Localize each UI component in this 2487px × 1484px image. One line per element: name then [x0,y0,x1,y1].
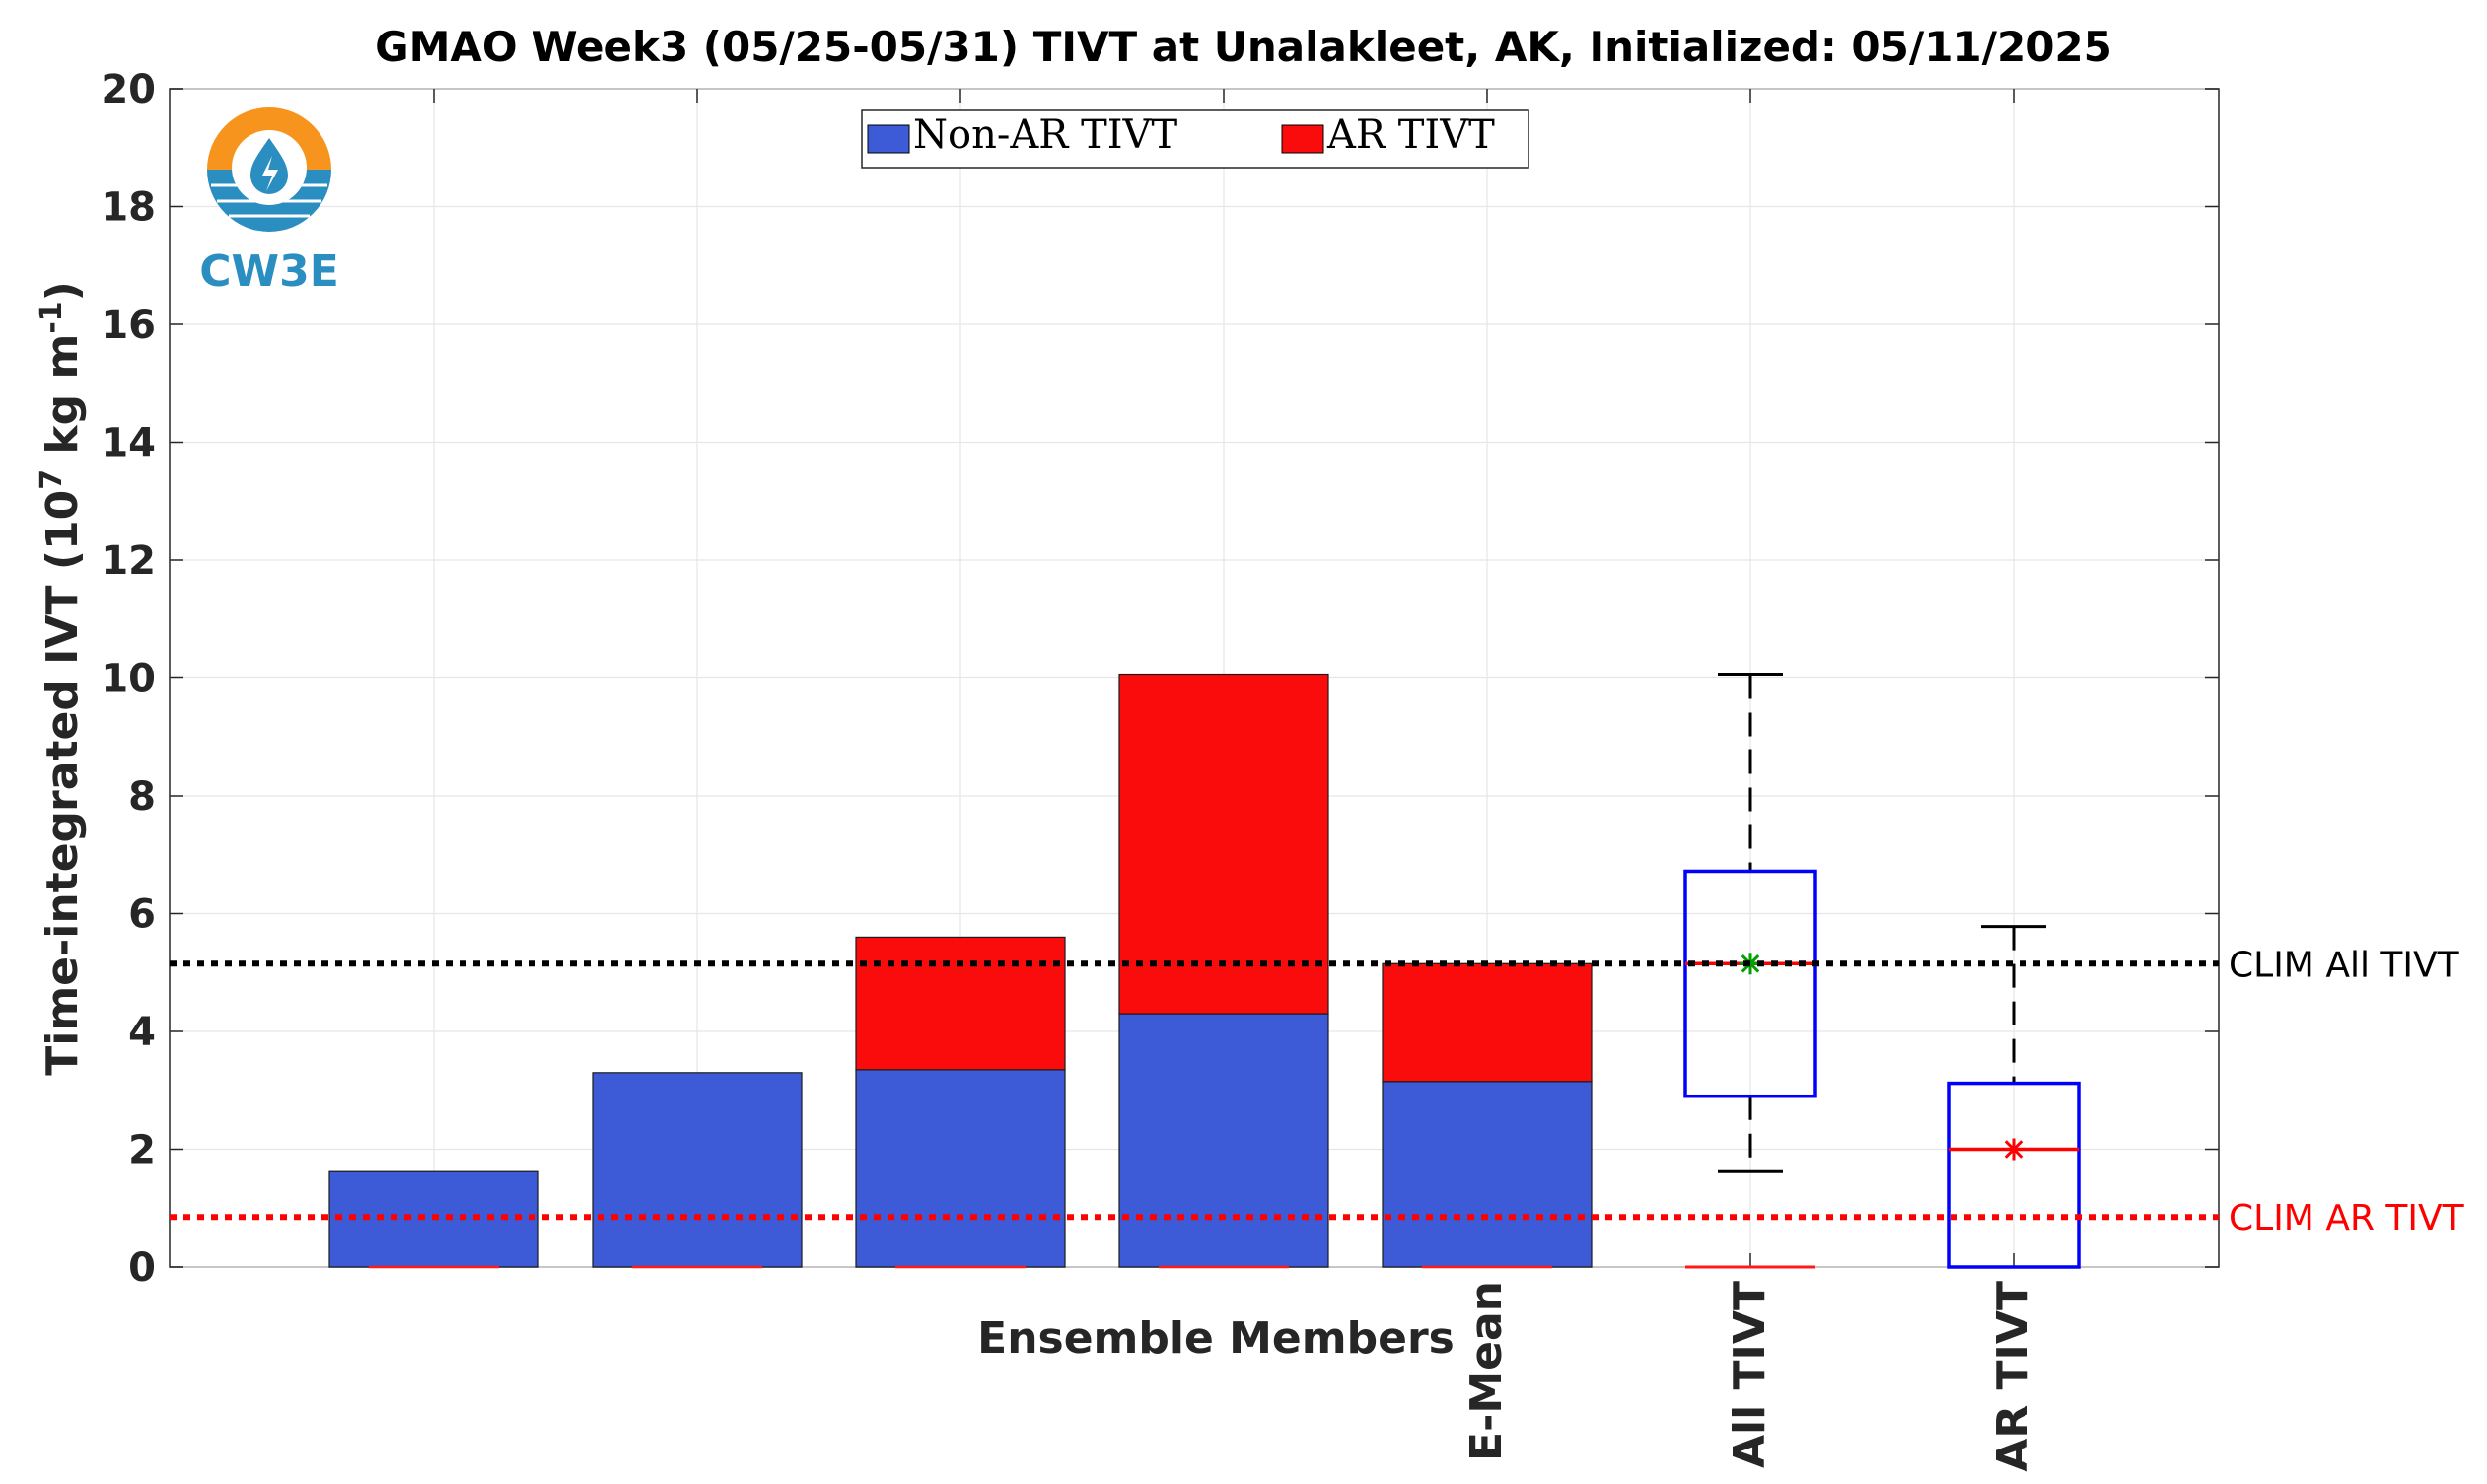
y-tick-label: 18 [101,185,156,231]
logo-text: CW3E [199,247,339,297]
bar-ar [1382,962,1593,1083]
chart-title: GMAO Week3 (05/25-05/31) TIVT at Unalakl… [375,23,2112,71]
y-tick-label: 0 [128,1245,156,1291]
clim-ar-label: CLIM AR TIVT [2229,1198,2465,1238]
legend-label-non-ar: Non-AR TIVT [913,112,1177,158]
legend: Non-AR TIVT AR TIVT [861,109,1529,169]
bar-ar [1118,673,1329,1015]
reference-lines: CLIM All TIVT CLIM AR TIVT [170,945,2465,1238]
y-tick-label: 12 [101,538,156,584]
box [1683,869,1817,1098]
x-axis-labels: E-Mean All TIVT AR TIVT [1461,1281,2038,1472]
legend-box [861,109,1529,169]
x-axis-label: Ensemble Members [977,1313,1455,1364]
bar-non-ar [1118,1013,1329,1268]
x-tick-label: AR TIVT [1988,1281,2038,1472]
y-tick-label: 14 [101,421,156,466]
legend-label-ar: AR TIVT [1326,112,1495,158]
bar-ar [855,936,1066,1071]
cw3e-logo: CW3E [199,107,339,297]
y-tick-label: 8 [128,774,156,819]
y-tick-label: 16 [101,303,156,348]
mean-marker [2004,1140,2024,1159]
legend-swatch-non-ar [867,124,910,154]
grid [170,88,2219,1268]
lightning-icon [262,156,278,191]
y-tick-label: 6 [128,892,156,938]
bar-non-ar [855,1069,1066,1268]
boxplots [1683,673,2081,1269]
y-tick-label: 20 [101,67,156,112]
y-axis: 0 2 4 6 8 10 12 14 16 18 20 [101,67,2219,1291]
y-tick-label: 4 [128,1010,156,1055]
x-tick-label: All TIVT [1725,1281,1775,1468]
clim-all-label: CLIM All TIVT [2229,945,2460,985]
y-tick-label: 10 [101,657,156,702]
legend-swatch-ar [1281,124,1324,154]
bar-non-ar [592,1072,803,1268]
x-tick-label: E-Mean [1461,1281,1512,1461]
bars [328,673,1593,1269]
y-tick-label: 2 [128,1128,156,1173]
y-axis-label: Time-integrated IVT (107 kg m-1) [35,281,88,1076]
bar-non-ar [1382,1081,1593,1268]
